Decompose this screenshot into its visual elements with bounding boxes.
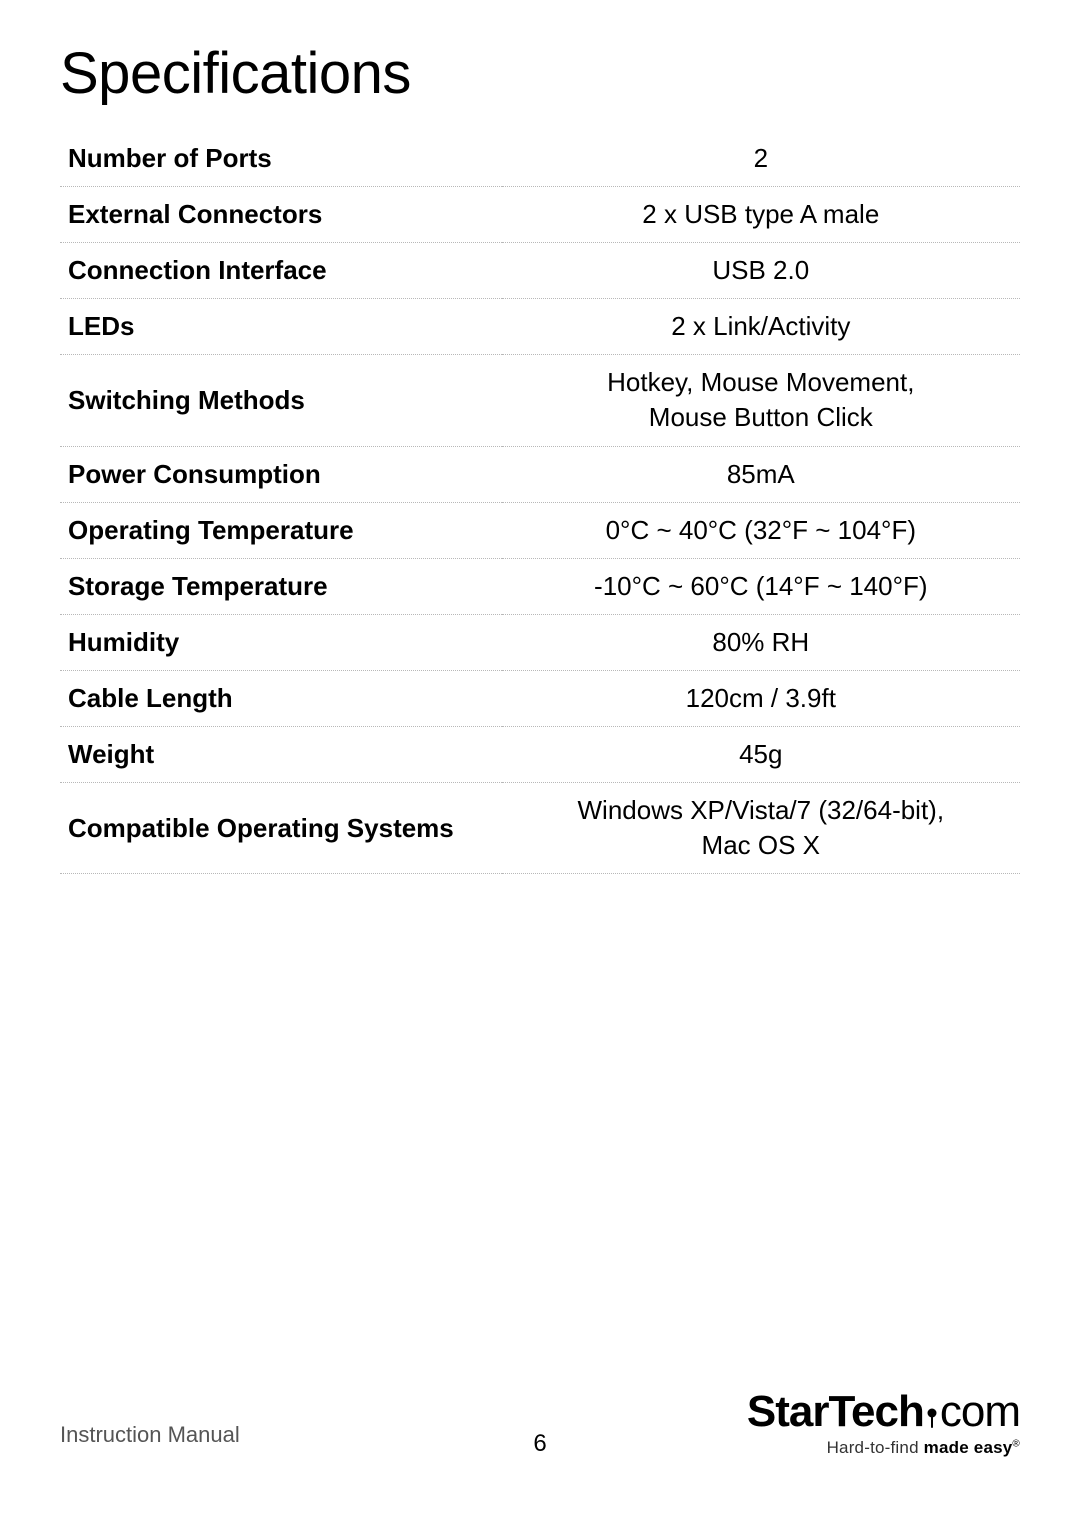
table-row: Storage Temperature-10°C ~ 60°C (14°F ~ … [60,558,1020,614]
logo-text-bold: StarTech [747,1387,924,1436]
spec-value: USB 2.0 [502,243,1020,299]
spec-label: Compatible Operating Systems [60,783,502,874]
spec-value: 80% RH [502,614,1020,670]
table-row: External Connectors2 x USB type A male [60,187,1020,243]
spec-label: Weight [60,727,502,783]
page-footer: Instruction Manual 6 StarTechcom Hard-to… [60,1368,1020,1458]
table-row: Connection InterfaceUSB 2.0 [60,243,1020,299]
spec-value: 2 [502,131,1020,187]
table-row: LEDs2 x Link/Activity [60,299,1020,355]
spec-value: -10°C ~ 60°C (14°F ~ 140°F) [502,558,1020,614]
logo-text-thin: com [940,1387,1020,1436]
spec-label: Number of Ports [60,131,502,187]
spec-value: Hotkey, Mouse Movement,Mouse Button Clic… [502,355,1020,446]
table-row: Humidity80% RH [60,614,1020,670]
table-row: Switching MethodsHotkey, Mouse Movement,… [60,355,1020,446]
spec-value: 120cm / 3.9ft [502,670,1020,726]
document-page: Specifications Number of Ports2External … [0,0,1080,1522]
spec-value: Windows XP/Vista/7 (32/64-bit),Mac OS X [502,783,1020,874]
spec-label: Storage Temperature [60,558,502,614]
spec-value: 85mA [502,446,1020,502]
tagline-bold: made easy [924,1438,1013,1457]
brand-tagline: Hard-to-find made easy® [747,1438,1020,1458]
table-row: Weight45g [60,727,1020,783]
spec-label: Humidity [60,614,502,670]
table-row: Operating Temperature0°C ~ 40°C (32°F ~ … [60,502,1020,558]
spec-label: LEDs [60,299,502,355]
spec-label: Switching Methods [60,355,502,446]
spec-label: Power Consumption [60,446,502,502]
page-title: Specifications [60,40,1020,107]
spec-table-body: Number of Ports2External Connectors2 x U… [60,131,1020,874]
table-row: Number of Ports2 [60,131,1020,187]
table-row: Cable Length120cm / 3.9ft [60,670,1020,726]
registered-mark-icon: ® [1012,1438,1020,1449]
spec-label: External Connectors [60,187,502,243]
spec-table: Number of Ports2External Connectors2 x U… [60,131,1020,874]
spec-label: Operating Temperature [60,502,502,558]
table-row: Compatible Operating SystemsWindows XP/V… [60,783,1020,874]
tagline-light: Hard-to-find [827,1438,924,1457]
spec-label: Connection Interface [60,243,502,299]
spec-value: 45g [502,727,1020,783]
brand-block: StarTech com Hard-to-find made easy® [747,1390,1020,1458]
spec-value: 2 x USB type A male [502,187,1020,243]
logo-dot-icon [924,1390,940,1434]
table-row: Power Consumption85mA [60,446,1020,502]
spec-value: 0°C ~ 40°C (32°F ~ 104°F) [502,502,1020,558]
spec-value: 2 x Link/Activity [502,299,1020,355]
brand-logo: StarTech com [747,1390,1020,1434]
spec-label: Cable Length [60,670,502,726]
